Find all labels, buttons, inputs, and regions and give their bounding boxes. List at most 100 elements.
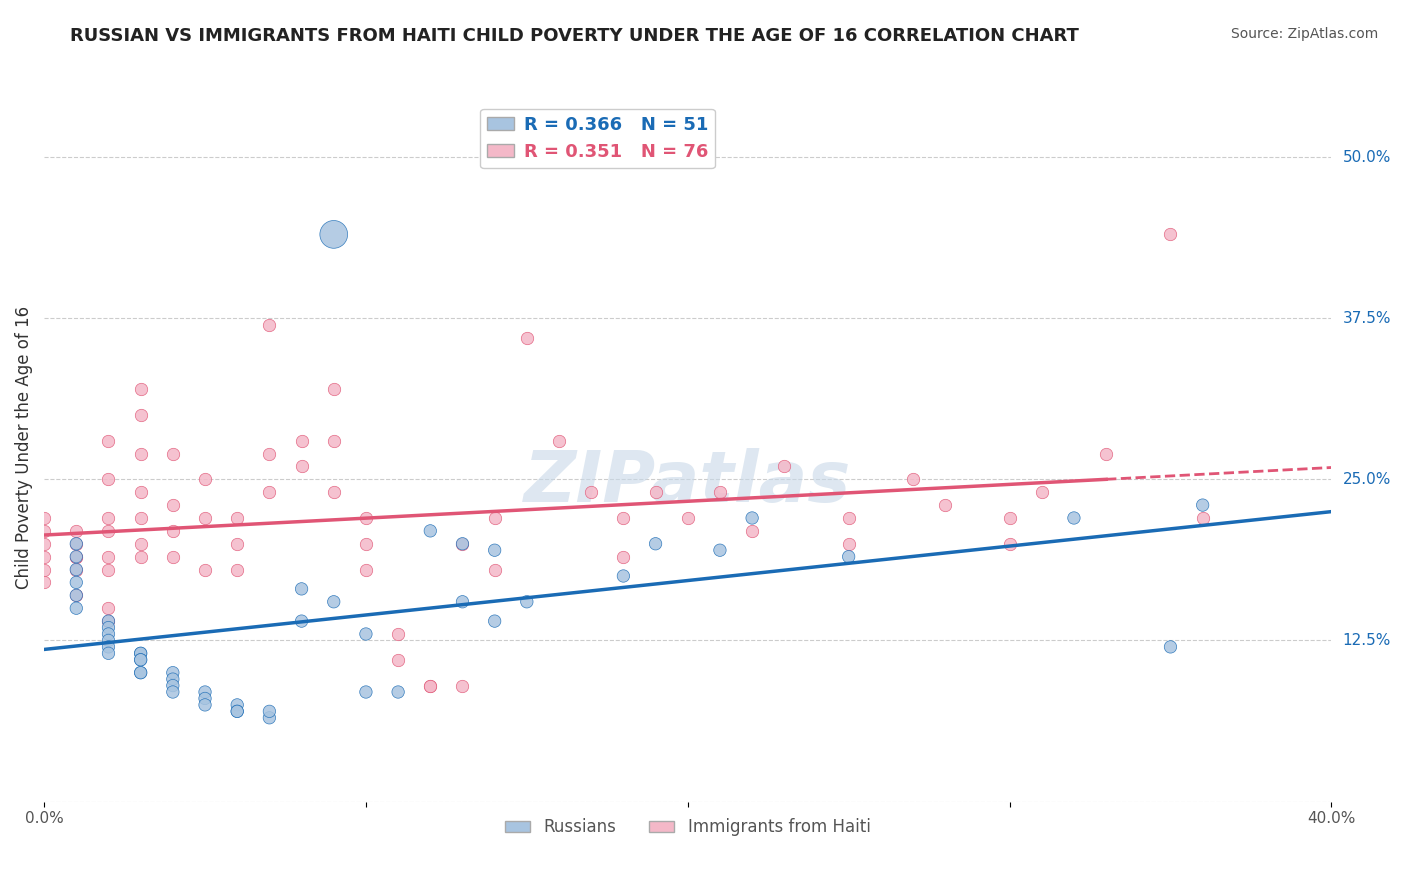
Point <box>162 524 184 538</box>
Point <box>741 511 763 525</box>
Point <box>998 537 1021 551</box>
Point <box>741 524 763 538</box>
Y-axis label: Child Poverty Under the Age of 16: Child Poverty Under the Age of 16 <box>15 306 32 589</box>
Point <box>65 601 87 615</box>
Point <box>194 685 217 699</box>
Point <box>32 524 55 538</box>
Point <box>162 679 184 693</box>
Point <box>129 653 152 667</box>
Point <box>548 434 571 448</box>
Point <box>901 472 924 486</box>
Point <box>129 485 152 500</box>
Point <box>838 549 860 564</box>
Point <box>451 595 474 609</box>
Point <box>32 537 55 551</box>
Point <box>484 614 506 628</box>
Point <box>387 627 409 641</box>
Point <box>97 563 120 577</box>
Point <box>194 563 217 577</box>
Point <box>65 549 87 564</box>
Point <box>354 537 377 551</box>
Point <box>838 511 860 525</box>
Point <box>644 537 666 551</box>
Point <box>354 627 377 641</box>
Point <box>97 614 120 628</box>
Point <box>419 524 441 538</box>
Point <box>259 485 281 500</box>
Point <box>129 665 152 680</box>
Point <box>322 434 344 448</box>
Point <box>1063 511 1085 525</box>
Point <box>97 614 120 628</box>
Point <box>579 485 602 500</box>
Point <box>97 601 120 615</box>
Point <box>97 511 120 525</box>
Point <box>129 665 152 680</box>
Point <box>97 646 120 660</box>
Point <box>387 653 409 667</box>
Point <box>259 704 281 718</box>
Point <box>484 563 506 577</box>
Point <box>32 511 55 525</box>
Point <box>65 588 87 602</box>
Point <box>259 318 281 332</box>
Point <box>709 543 731 558</box>
Text: 12.5%: 12.5% <box>1343 633 1391 648</box>
Point <box>226 563 249 577</box>
Point <box>129 382 152 396</box>
Text: RUSSIAN VS IMMIGRANTS FROM HAITI CHILD POVERTY UNDER THE AGE OF 16 CORRELATION C: RUSSIAN VS IMMIGRANTS FROM HAITI CHILD P… <box>70 27 1080 45</box>
Point <box>194 511 217 525</box>
Point <box>65 537 87 551</box>
Point <box>290 582 312 596</box>
Point <box>162 498 184 512</box>
Point <box>1159 640 1181 654</box>
Point <box>226 698 249 712</box>
Point <box>32 549 55 564</box>
Point <box>290 459 312 474</box>
Point <box>1159 227 1181 242</box>
Point <box>934 498 956 512</box>
Text: 37.5%: 37.5% <box>1343 310 1391 326</box>
Text: 50.0%: 50.0% <box>1343 150 1391 164</box>
Point <box>32 563 55 577</box>
Point <box>676 511 699 525</box>
Point <box>65 549 87 564</box>
Point <box>65 549 87 564</box>
Point <box>194 472 217 486</box>
Point <box>612 549 634 564</box>
Point <box>65 563 87 577</box>
Point <box>97 640 120 654</box>
Point <box>451 537 474 551</box>
Point <box>612 569 634 583</box>
Point <box>1031 485 1053 500</box>
Point <box>419 679 441 693</box>
Point <box>354 563 377 577</box>
Point <box>129 646 152 660</box>
Point <box>162 685 184 699</box>
Point <box>838 537 860 551</box>
Point <box>484 511 506 525</box>
Point <box>516 595 538 609</box>
Point <box>97 633 120 648</box>
Point <box>773 459 796 474</box>
Point <box>129 646 152 660</box>
Point <box>226 704 249 718</box>
Point <box>1191 498 1213 512</box>
Point <box>65 563 87 577</box>
Point <box>65 588 87 602</box>
Point <box>162 549 184 564</box>
Point <box>322 227 344 242</box>
Point <box>97 621 120 635</box>
Point <box>32 575 55 590</box>
Point <box>259 711 281 725</box>
Point <box>162 446 184 460</box>
Point <box>419 679 441 693</box>
Point <box>998 511 1021 525</box>
Point <box>129 549 152 564</box>
Text: Source: ZipAtlas.com: Source: ZipAtlas.com <box>1230 27 1378 41</box>
Legend: Russians, Immigrants from Haiti: Russians, Immigrants from Haiti <box>498 812 877 843</box>
Point <box>354 511 377 525</box>
Point <box>259 446 281 460</box>
Point <box>162 665 184 680</box>
Point <box>387 685 409 699</box>
